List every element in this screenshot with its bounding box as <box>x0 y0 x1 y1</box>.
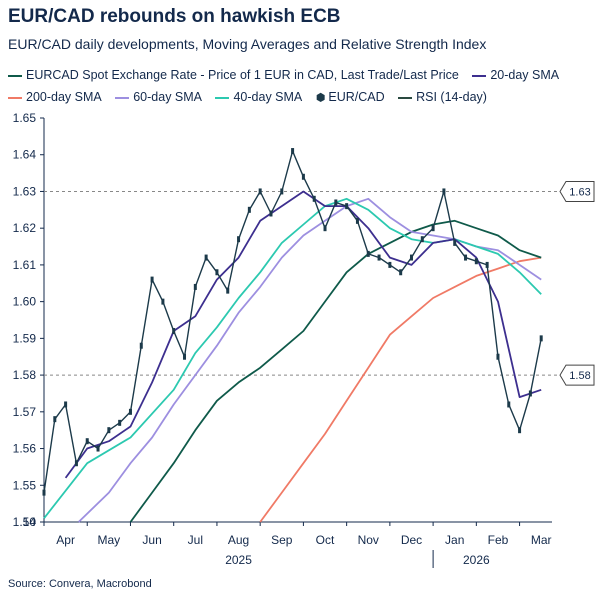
y-tick-label: 1.65 <box>13 111 37 125</box>
price-bar <box>85 438 89 445</box>
legend-item-sma20: 20-day SMA <box>472 64 559 86</box>
reference-callout <box>559 364 595 386</box>
x-tick-label: Jan <box>445 533 464 547</box>
candle-icon: ⬢ <box>315 91 326 104</box>
price-bar <box>247 206 251 213</box>
price-bar <box>280 188 284 195</box>
price-bar <box>183 353 187 360</box>
series-line <box>77 197 542 523</box>
y-tick-label: 1.63 <box>13 184 37 198</box>
x-tick-label: May <box>98 533 121 547</box>
price-bar <box>485 261 489 268</box>
series-line <box>64 190 542 479</box>
price-bar <box>442 188 446 195</box>
legend-item-sma60: 60-day SMA <box>115 86 202 108</box>
price-bar <box>323 225 327 232</box>
series-line <box>129 219 542 523</box>
x-tick-label: Nov <box>358 533 379 547</box>
legend-item-spot: EURCAD Spot Exchange Rate - Price of 1 E… <box>8 64 459 86</box>
price-bar <box>96 445 100 452</box>
y-tick-label: 1.60 <box>13 295 37 309</box>
y-tick-label: 1.57 <box>13 405 37 419</box>
price-bar <box>139 342 143 349</box>
legend-item-eurcad: ⬢ EUR/CAD <box>316 86 385 109</box>
price-bar <box>258 188 262 195</box>
price-bar <box>107 427 111 434</box>
year-label: 2026 <box>463 553 490 567</box>
price-bar <box>291 148 295 155</box>
y-tick-label: 1.59 <box>13 331 37 345</box>
price-bar <box>420 236 424 243</box>
x-tick-label: Oct <box>316 533 335 547</box>
price-bar <box>464 254 468 261</box>
series-line <box>259 256 542 523</box>
y-tick-label: 1.58 <box>13 368 37 382</box>
reference-callout <box>559 180 595 202</box>
reference-label: 1.63 <box>569 186 590 198</box>
y-tick-label: 1.56 <box>13 442 37 456</box>
price-bar <box>528 390 532 397</box>
price-bar <box>193 283 197 290</box>
rsi-tick-label: 10 <box>23 515 37 529</box>
x-tick-label: Dec <box>401 533 422 547</box>
price-bar <box>128 408 132 415</box>
price-bar <box>366 250 370 257</box>
legend-item-sma200: 200-day SMA <box>8 86 102 108</box>
price-bar <box>539 335 543 342</box>
price-bar <box>161 298 165 305</box>
x-tick-label: Mar <box>531 533 552 547</box>
x-tick-label: Feb <box>488 533 509 547</box>
y-tick-label: 1.64 <box>13 148 37 162</box>
price-bar <box>269 210 273 217</box>
y-tick-label: 1.55 <box>13 478 37 492</box>
chart-title: EUR/CAD rebounds on hawkish ECB <box>8 6 341 27</box>
chart-subtitle: EUR/CAD daily developments, Moving Avera… <box>8 36 487 52</box>
price-bar <box>453 239 457 246</box>
price-bar <box>507 401 511 408</box>
y-tick-label: 1.62 <box>13 221 37 235</box>
x-tick-label: Jun <box>142 533 161 547</box>
x-tick-label: Aug <box>228 533 249 547</box>
price-bar <box>377 254 381 261</box>
price-bar <box>312 195 316 202</box>
price-bar <box>172 328 176 335</box>
y-tick-label: 1.61 <box>13 258 37 272</box>
price-bar <box>431 225 435 232</box>
price-bar <box>237 236 241 243</box>
price-bar <box>150 276 154 283</box>
x-tick-label: Jul <box>188 533 203 547</box>
price-bar <box>355 217 359 224</box>
source-note: Source: Convera, Macrobond <box>8 578 152 590</box>
year-label: 2025 <box>225 553 252 567</box>
price-bar <box>409 254 413 261</box>
price-bar <box>496 353 500 360</box>
legend-item-rsi: RSI (14-day) <box>398 86 487 108</box>
price-bar <box>42 489 46 496</box>
price-bar <box>334 199 338 206</box>
price-bar <box>388 261 392 268</box>
price-bar <box>204 254 208 261</box>
price-bar <box>226 287 230 294</box>
price-bar <box>215 269 219 276</box>
x-tick-label: Apr <box>56 533 75 547</box>
reference-label: 1.58 <box>569 370 590 382</box>
price-bar <box>53 416 57 423</box>
price-bar <box>474 258 478 265</box>
price-bar <box>118 419 122 426</box>
y-tick-label: 1.54 <box>13 515 37 529</box>
price-bar <box>399 269 403 276</box>
price-bar <box>64 401 68 408</box>
legend-item-sma40: 40-day SMA <box>215 86 302 108</box>
series-line <box>43 150 542 493</box>
price-bar <box>345 203 349 210</box>
price-bar <box>301 173 305 180</box>
x-tick-label: Sep <box>271 533 293 547</box>
price-bar <box>518 427 522 434</box>
price-bar <box>74 460 78 467</box>
chart-legend: EURCAD Spot Exchange Rate - Price of 1 E… <box>8 64 600 109</box>
